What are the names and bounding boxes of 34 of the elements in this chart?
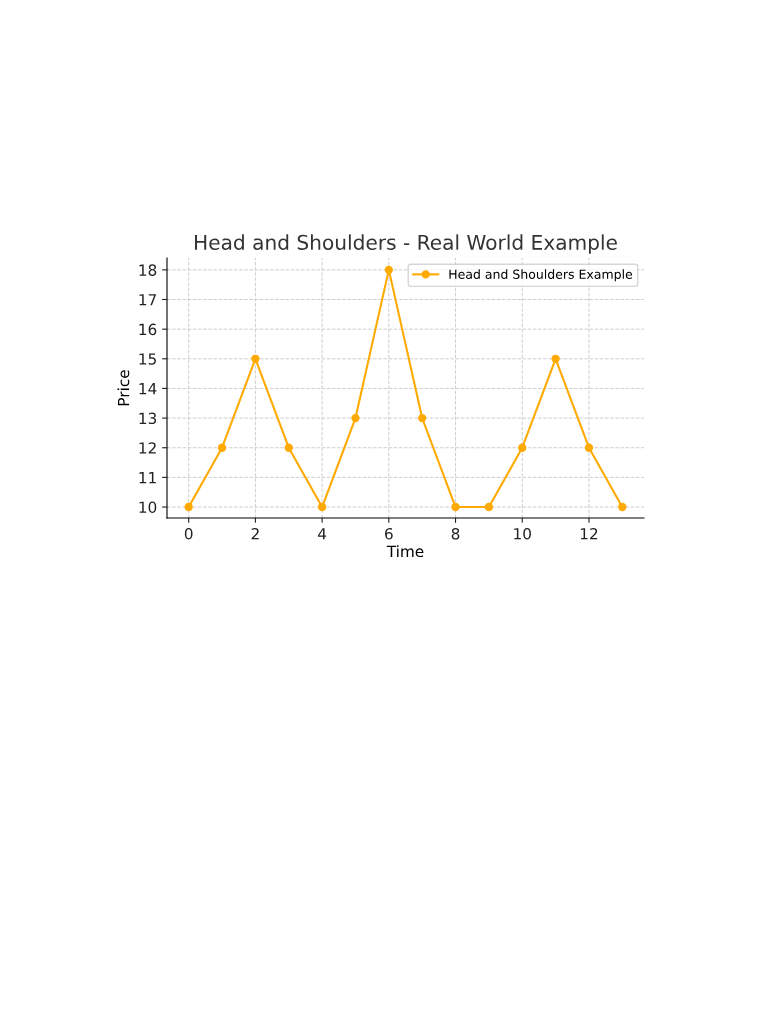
- x-tick-label: 12: [580, 527, 598, 540]
- point: [584, 443, 594, 452]
- point: [418, 413, 427, 423]
- point: [518, 443, 527, 452]
- point: [351, 413, 360, 423]
- y-tick-label: 15: [139, 353, 156, 365]
- point: [551, 354, 560, 363]
- y-tick-label: 13: [139, 412, 157, 425]
- y-tick-label: 14: [139, 383, 157, 395]
- point: [484, 502, 494, 512]
- y-tick-label: 18: [139, 264, 157, 276]
- legend-label: Head and Shoulders Example: [449, 269, 633, 282]
- point: [384, 265, 393, 275]
- x-tick-label: 0: [184, 527, 193, 540]
- x-tick-label: 4: [318, 528, 327, 540]
- point: [217, 443, 227, 452]
- point: [184, 502, 193, 512]
- point: [618, 502, 627, 512]
- point: [317, 502, 327, 512]
- point: [284, 443, 293, 452]
- x-axis-title: Time: [386, 545, 424, 558]
- x-tick-label: 10: [514, 527, 531, 540]
- y-axis-title: Price: [117, 370, 130, 406]
- y-tick-label: 10: [139, 501, 157, 514]
- point: [251, 354, 260, 363]
- y-tick-label: 11: [139, 472, 156, 484]
- x-tick-label: 6: [385, 527, 393, 540]
- point: [451, 502, 460, 512]
- y-tick-label: 17: [139, 294, 156, 306]
- y-tick-label: 16: [139, 323, 157, 336]
- chart-title: Head and Shoulders - Real World Example: [195, 234, 617, 254]
- x-tick-label: 2: [251, 527, 259, 540]
- x-tick-label: 8: [451, 527, 460, 540]
- y-tick-label: 12: [139, 442, 156, 454]
